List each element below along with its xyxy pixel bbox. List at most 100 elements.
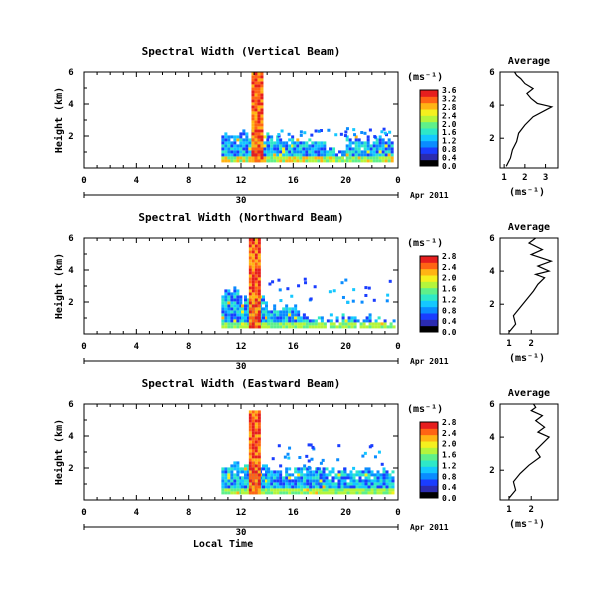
day-label: 30 <box>236 528 247 538</box>
x-tick-label: 20 <box>340 508 351 518</box>
heatmap-cell <box>296 159 300 163</box>
heatmap-cell <box>354 153 358 157</box>
heatmap-cell <box>322 482 326 486</box>
heatmap-cell <box>335 325 339 329</box>
heatmap-cell <box>340 281 344 285</box>
heatmap-cell <box>385 488 389 492</box>
heatmap-cell <box>358 479 362 483</box>
heatmap-cell <box>322 473 326 477</box>
heatmap-cell <box>332 322 336 326</box>
heatmap-cell <box>247 310 250 314</box>
heatmap-cell <box>254 141 258 145</box>
heatmap-cell <box>273 147 277 151</box>
heatmap-cell <box>224 295 228 299</box>
heatmap-cell <box>257 126 261 130</box>
heatmap-cell <box>288 316 292 320</box>
heatmap-cell <box>248 147 252 151</box>
heatmap-cell <box>348 153 352 157</box>
heatmap-cell <box>265 307 268 311</box>
heatmap-cell <box>325 479 329 483</box>
heatmap-cell <box>354 156 358 160</box>
heatmap-cell <box>382 476 386 480</box>
colorbar-swatch <box>420 115 438 123</box>
heatmap-cell <box>308 325 312 329</box>
heatmap-cell <box>307 459 311 463</box>
chart-title: Spectral Width (Vertical Beam) <box>142 45 341 58</box>
heatmap-cell <box>257 274 261 278</box>
heatmap-cell <box>260 117 264 121</box>
heatmap-cell <box>391 479 395 483</box>
heatmap-cell <box>338 159 342 163</box>
heatmap-cell <box>248 283 252 287</box>
heatmap-cell <box>364 485 368 489</box>
heatmap-cell <box>233 150 237 154</box>
heatmap-cell <box>291 144 295 148</box>
heatmap-cell <box>224 476 228 480</box>
heatmap-cell <box>387 144 391 148</box>
heatmap-cell <box>382 479 386 483</box>
heatmap-cell <box>294 322 298 326</box>
heatmap-cell <box>364 482 368 486</box>
heatmap-cell <box>316 467 320 471</box>
heatmap-cell <box>282 488 286 492</box>
heatmap-cell <box>254 81 258 85</box>
heatmap-cell <box>346 473 350 477</box>
heatmap-cell <box>288 144 292 148</box>
heatmap-cell <box>376 473 380 477</box>
heatmap-cell <box>347 325 351 329</box>
colorbar-unit: (ms⁻¹) <box>407 404 443 415</box>
heatmap-cell <box>285 141 289 145</box>
heatmap-cell <box>329 159 333 163</box>
heatmap-cell <box>285 488 289 492</box>
heatmap-cell <box>294 310 298 314</box>
heatmap-cell <box>251 467 255 471</box>
heatmap-cells <box>221 72 394 163</box>
heatmap-cell <box>236 485 240 489</box>
heatmap-cell <box>248 485 252 489</box>
heatmap-cell <box>254 241 258 245</box>
heatmap-cell <box>248 244 252 248</box>
heatmap-cell <box>241 467 244 471</box>
heatmap-cell <box>242 147 246 151</box>
heatmap-cell <box>273 156 277 160</box>
heatmap-cell <box>372 153 376 157</box>
heatmap-cell <box>312 488 316 492</box>
heatmap-cell <box>371 322 375 326</box>
heatmap-cell <box>257 253 261 257</box>
heatmap-cell <box>257 479 261 483</box>
heatmap-cell <box>387 156 391 160</box>
heatmap-cell <box>361 454 365 458</box>
heatmap-cell <box>326 150 330 154</box>
heatmap-cell <box>251 455 255 459</box>
heatmap-cell <box>276 156 280 160</box>
heatmap-cell <box>291 491 295 495</box>
heatmap-cell <box>221 138 225 142</box>
heatmap-cell <box>279 159 283 163</box>
heatmap-cell <box>388 476 392 480</box>
heatmap-cell <box>257 322 261 326</box>
heatmap-cell <box>350 316 354 320</box>
heatmap-cell <box>273 316 277 320</box>
heatmap-cell <box>305 147 309 151</box>
heatmap-cell <box>303 482 307 486</box>
heatmap-cell <box>328 290 332 294</box>
y-tick-label: 6 <box>68 400 73 410</box>
heatmap-cell <box>265 470 268 474</box>
heatmap-cell <box>230 319 234 323</box>
heatmap-cell <box>328 479 332 483</box>
heatmap-cell <box>224 304 228 308</box>
heatmap-cell <box>254 440 258 444</box>
heatmap-cell <box>341 313 345 317</box>
heatmap-cell <box>254 455 258 459</box>
heatmap-cell <box>285 491 289 495</box>
heatmap-cell <box>285 476 289 480</box>
colorbar-swatch <box>420 422 438 429</box>
heatmap-cell <box>300 491 304 495</box>
date-label: Apr 2011 <box>410 191 449 200</box>
heatmap-cell <box>257 416 261 420</box>
heatmap-cell <box>221 313 225 317</box>
heatmap-cell <box>372 159 376 163</box>
heatmap-cell <box>267 476 271 480</box>
heatmap-cell <box>230 292 234 296</box>
heatmap-cell <box>354 141 358 145</box>
